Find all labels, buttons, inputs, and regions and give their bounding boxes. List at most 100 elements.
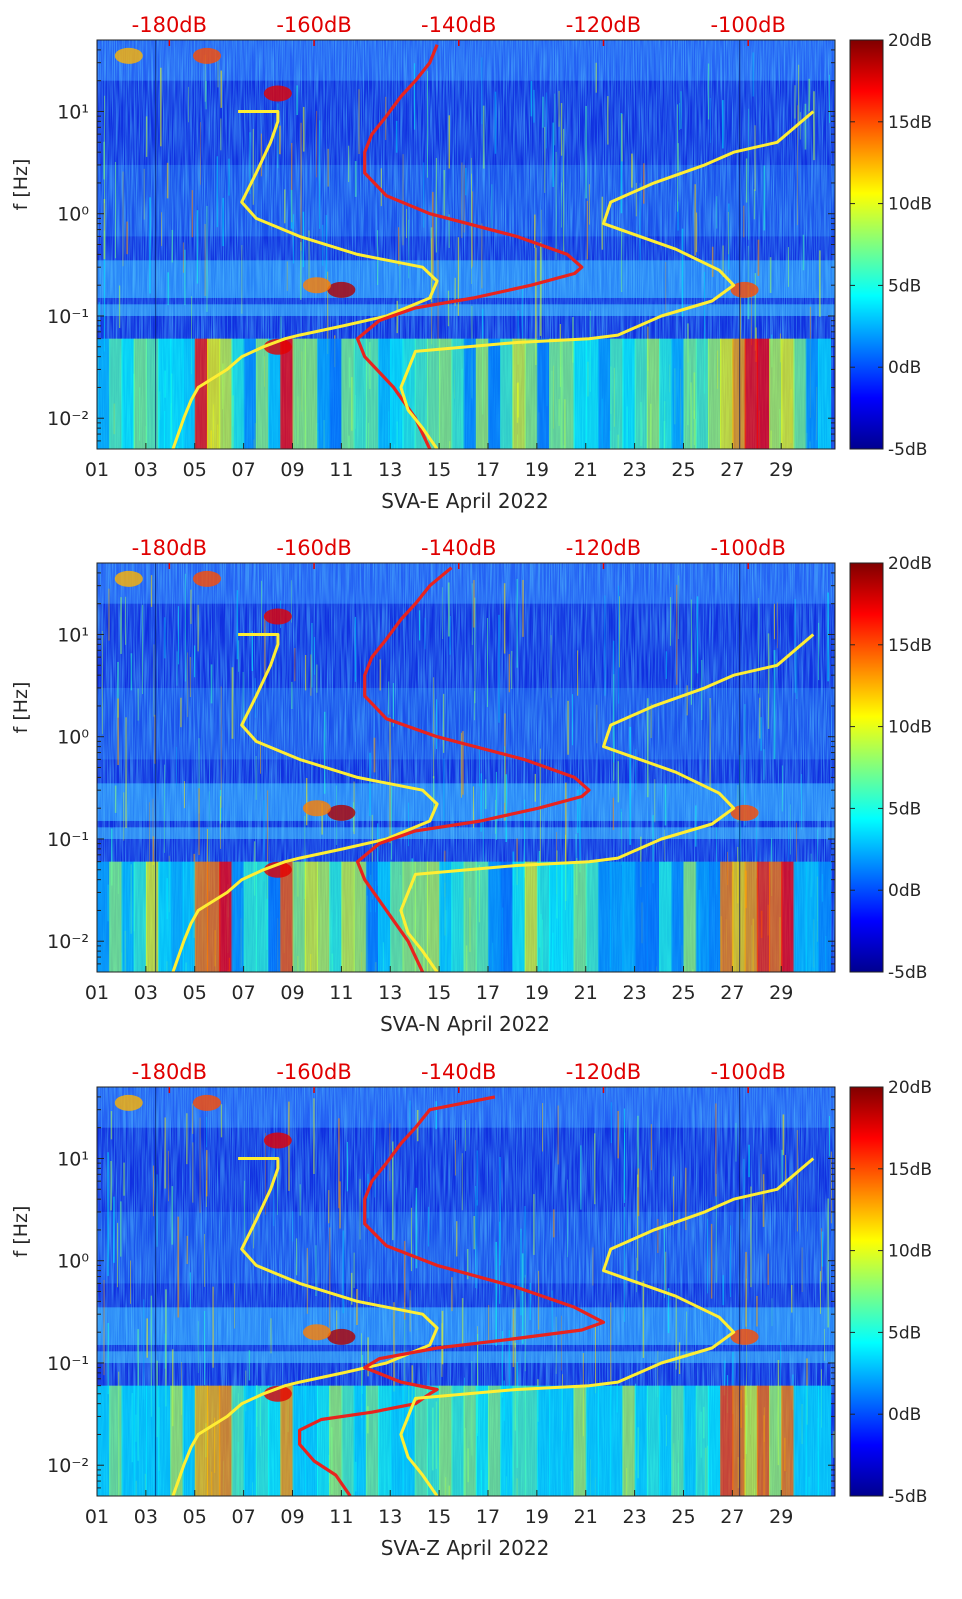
top-db-tick-label: -160dB <box>276 536 351 560</box>
x-tick-label: 19 <box>525 459 549 481</box>
top-db-tick-label: -160dB <box>276 1060 351 1084</box>
x-tick-label: 17 <box>476 459 500 481</box>
x-tick-label: 13 <box>378 459 402 481</box>
top-db-tick-label: -120dB <box>566 536 641 560</box>
x-tick-label: 27 <box>720 982 744 1004</box>
noise-model-high-curve <box>399 1157 815 1496</box>
colorbar-tick-label: 5dB <box>888 276 921 296</box>
colorbar-tick-label: -5dB <box>888 963 927 983</box>
y-tick-label: 10⁰ <box>57 1251 89 1273</box>
x-tick-label: 05 <box>183 982 207 1004</box>
x-tick-label: 11 <box>329 459 353 481</box>
top-db-tick-label: -140dB <box>421 13 496 37</box>
x-tick-label: 05 <box>183 459 207 481</box>
x-tick-label: 29 <box>769 1506 793 1528</box>
spectrogram-image <box>97 563 835 972</box>
x-axis-label: SVA-Z April 2022 <box>381 1536 550 1560</box>
x-tick-label: 25 <box>671 1506 695 1528</box>
top-db-tick-label: -180dB <box>132 1060 207 1084</box>
y-tick-label: 10⁻² <box>47 1455 89 1477</box>
top-db-tick-label: -180dB <box>132 13 207 37</box>
x-tick-label: 19 <box>525 1506 549 1528</box>
colorbar-tick-label: 15dB <box>888 636 932 656</box>
colorbar-tick-label: 15dB <box>888 1160 932 1180</box>
y-tick-label: 10⁻¹ <box>47 829 89 851</box>
x-tick-label: 09 <box>280 459 304 481</box>
x-tick-label: 11 <box>329 1506 353 1528</box>
noise-model-high-curve <box>399 633 815 972</box>
x-axis-label: SVA-E April 2022 <box>381 489 549 513</box>
top-db-tick-label: -120dB <box>566 13 641 37</box>
x-tick-label: 01 <box>85 982 109 1004</box>
x-tick-label: 21 <box>574 982 598 1004</box>
x-tick-label: 29 <box>769 459 793 481</box>
station-median-psd-curve <box>298 1095 606 1496</box>
x-tick-label: 11 <box>329 982 353 1004</box>
x-tick-label: 13 <box>378 982 402 1004</box>
x-axis-label: SVA-N April 2022 <box>380 1012 550 1036</box>
colorbar-tick-label: -5dB <box>888 440 927 460</box>
noise-model-low-curve <box>171 1157 439 1496</box>
colorbar-tick-label: 5dB <box>888 799 921 819</box>
y-tick-label: 10¹ <box>57 101 89 123</box>
colorbar <box>849 39 884 450</box>
spectrogram-image <box>97 40 835 449</box>
x-tick-label: 05 <box>183 1506 207 1528</box>
colorbar-tick-label: 10dB <box>888 718 932 738</box>
colorbar-tick-label: 15dB <box>888 113 932 133</box>
top-db-tick-label: -120dB <box>566 1060 641 1084</box>
x-tick-label: 09 <box>280 982 304 1004</box>
x-tick-label: 01 <box>85 1506 109 1528</box>
x-tick-label: 03 <box>134 982 158 1004</box>
y-axis-label: f [Hz] <box>10 1206 32 1258</box>
y-axis-label: f [Hz] <box>10 682 32 734</box>
colorbar-tick-label: 20dB <box>888 1078 932 1098</box>
x-tick-label: 21 <box>574 1506 598 1528</box>
colorbar-tick-label: 10dB <box>888 195 932 215</box>
top-db-tick-label: -160dB <box>276 13 351 37</box>
panel-sva-e: 10⁻² 10⁻¹ 10⁰ 10¹ f [Hz] 01 03 05 07 09 11 13 15 17 19… <box>10 13 932 513</box>
y-tick-label: 10⁻² <box>47 408 89 430</box>
x-tick-label: 01 <box>85 459 109 481</box>
spectrogram-image <box>97 1087 835 1496</box>
top-db-tick-label: -100dB <box>710 13 785 37</box>
top-db-tick-label: -100dB <box>710 1060 785 1084</box>
x-tick-label: 03 <box>134 459 158 481</box>
colorbar <box>849 1086 884 1497</box>
x-tick-label: 25 <box>671 459 695 481</box>
x-tick-label: 17 <box>476 982 500 1004</box>
colorbar <box>849 562 884 973</box>
y-tick-label: 10⁻¹ <box>47 1353 89 1375</box>
top-db-tick-label: -180dB <box>132 536 207 560</box>
x-tick-label: 03 <box>134 1506 158 1528</box>
y-tick-label: 10⁻² <box>47 931 89 953</box>
noise-model-low-curve <box>171 110 439 449</box>
x-tick-label: 07 <box>232 1506 256 1528</box>
top-db-tick-label: -140dB <box>421 536 496 560</box>
x-tick-label: 07 <box>232 459 256 481</box>
y-tick-label: 10¹ <box>57 624 89 646</box>
x-tick-label: 23 <box>623 459 647 481</box>
colorbar-tick-label: 10dB <box>888 1242 932 1262</box>
station-median-psd-curve <box>355 566 591 972</box>
colorbar-tick-label: 20dB <box>888 554 932 574</box>
colorbar-tick-label: 0dB <box>888 1405 921 1425</box>
colorbar-tick-label: 20dB <box>888 31 932 51</box>
x-tick-label: 25 <box>671 982 695 1004</box>
colorbar-tick-label: 5dB <box>888 1323 921 1343</box>
y-tick-label: 10¹ <box>57 1148 89 1170</box>
top-db-tick-label: -140dB <box>421 1060 496 1084</box>
x-tick-label: 19 <box>525 982 549 1004</box>
x-tick-label: 09 <box>280 1506 304 1528</box>
noise-model-low-curve <box>171 633 439 972</box>
y-tick-label: 10⁰ <box>57 727 89 749</box>
x-tick-label: 07 <box>232 982 256 1004</box>
x-tick-label: 27 <box>720 459 744 481</box>
y-tick-label: 10⁰ <box>57 204 89 226</box>
noise-model-high-curve <box>399 110 815 449</box>
x-tick-label: 23 <box>623 982 647 1004</box>
colorbar-tick-label: 0dB <box>888 358 921 378</box>
top-db-tick-label: -100dB <box>710 536 785 560</box>
panel-sva-n: 10⁻² 10⁻¹ 10⁰ 10¹ f [Hz] 01 03 05 07 09 11 13 15 17 19… <box>10 536 932 1036</box>
